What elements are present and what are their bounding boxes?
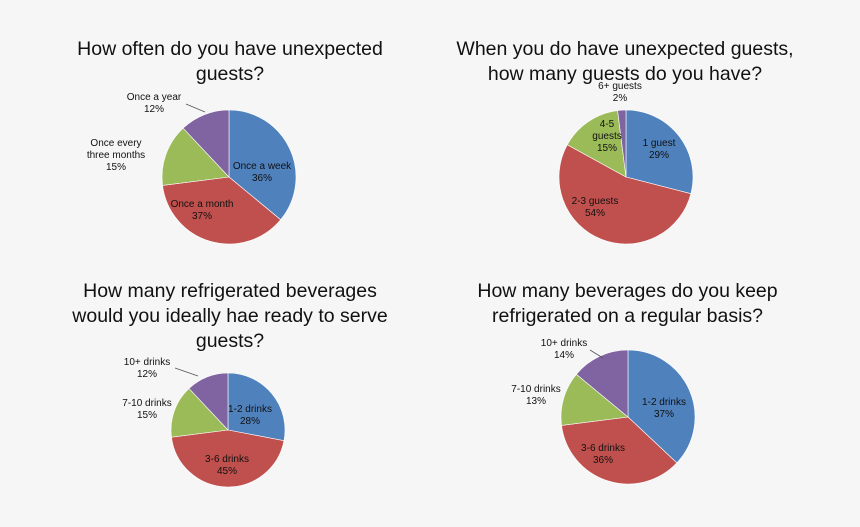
chart-1-label-1: Once a week 36% [233, 161, 292, 184]
chart-3-slice-2 [171, 429, 285, 488]
chart-1-slice-1 [228, 109, 297, 221]
chart-1-label-4: Once a year 12% [127, 92, 182, 115]
chart-4-slice-4 [575, 349, 629, 418]
chart-1-slice-4 [182, 109, 230, 178]
chart-1-slice-2 [162, 176, 282, 245]
chart-2-slice-3 [566, 110, 627, 178]
chart-4-title: How many beverages do you keep refrigera… [477, 280, 778, 327]
chart-2-title: When you do have unexpected guests, how … [456, 38, 794, 85]
chart-1-slice-3 [161, 127, 230, 186]
chart-2-slice-1 [625, 109, 694, 195]
chart-3-label-2: 3-6 drinks 45% [205, 454, 249, 477]
chart-4-slice-1 [627, 349, 696, 464]
chart-3-label-4: 10+ drinks 12% [124, 357, 170, 380]
chart-2-label-3: 4-5 guests 15% [592, 119, 621, 154]
chart-3-slice-4 [188, 372, 229, 431]
chart-2-slice-4 [617, 109, 627, 178]
chart-4-slice-3 [560, 373, 629, 426]
chart-4-label-2: 3-6 drinks 36% [581, 443, 625, 466]
chart-3-label-1: 1-2 drinks 28% [228, 404, 272, 427]
chart-3-leader-4 [174, 367, 199, 377]
chart-1-title: How often do you have unexpected guests? [77, 38, 383, 85]
chart-2-label-1: 1 guest 29% [643, 138, 676, 161]
chart-1-label-3: Once every three months 15% [87, 138, 145, 173]
chart-2-label-2: 2-3 guests 54% [572, 196, 619, 219]
chart-2-label-4: 6+ guests 2% [598, 81, 642, 104]
chart-4-label-3: 7-10 drinks 13% [511, 384, 560, 407]
chart-4-slice-2 [561, 416, 678, 485]
chart-3-slice-1 [227, 372, 286, 442]
chart-3-slice-3 [170, 388, 229, 438]
chart-4-leader-4 [589, 349, 604, 359]
chart-4-label-4: 10+ drinks 14% [541, 338, 587, 361]
chart-4-label-1: 1-2 drinks 37% [642, 397, 686, 420]
chart-3-title: How many refrigerated beverages would yo… [72, 280, 388, 352]
chart-1-label-2: Once a month 37% [171, 199, 234, 222]
chart-2-slice-2 [558, 144, 692, 245]
chart-3-label-3: 7-10 drinks 15% [122, 398, 171, 421]
chart-1-leader-4 [185, 103, 206, 113]
